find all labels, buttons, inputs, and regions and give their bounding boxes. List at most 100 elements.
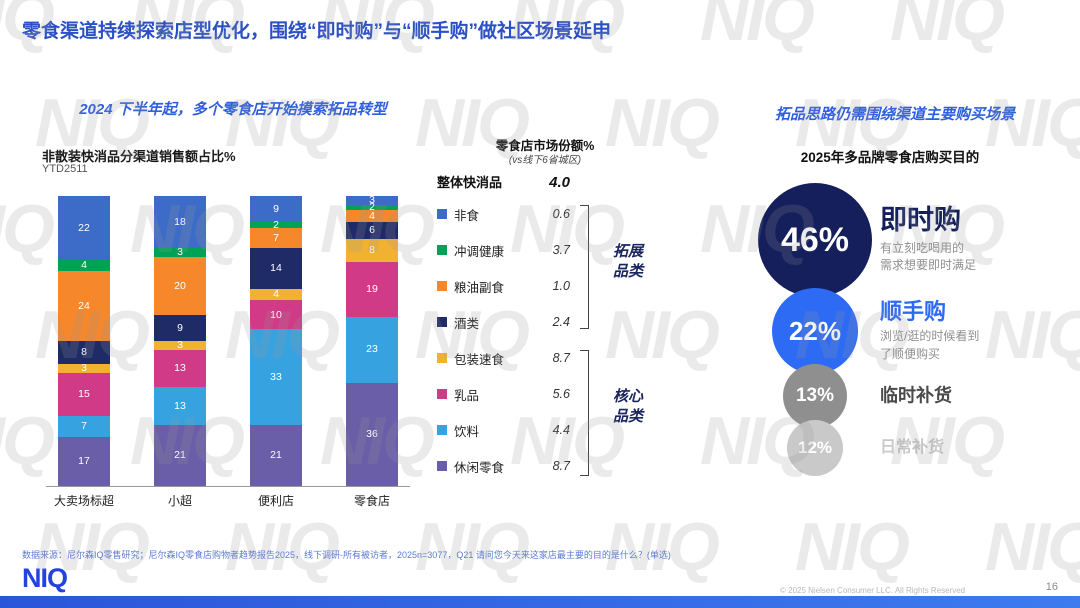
legend-swatch xyxy=(437,245,447,255)
bar-segment-value: 10 xyxy=(270,308,282,321)
bar-segment-value: 2 xyxy=(273,218,279,231)
legend-row: 包装速食 8.7 xyxy=(437,340,570,376)
purchase-bubble: 13% xyxy=(783,364,847,428)
legend-swatch xyxy=(437,353,447,363)
bar-segment-包装速食: 8 xyxy=(346,239,398,263)
bar-segment-value: 14 xyxy=(270,262,282,275)
legend-value: 1.0 xyxy=(552,279,570,293)
bar-segment-value: 2 xyxy=(369,201,375,214)
bar-segment-value: 8 xyxy=(81,346,87,359)
legend-row: 粮油副食 1.0 xyxy=(437,268,570,304)
bar-segment-冲调健康: 4 xyxy=(58,259,110,272)
bar-segment-value: 9 xyxy=(177,321,183,334)
bubble-description: 有立刻吃喝用的 需求想要即时满足 xyxy=(880,241,977,273)
bar-segment-休闲零食: 17 xyxy=(58,436,110,486)
legend-value: 0.6 xyxy=(552,207,570,221)
legend-swatch xyxy=(437,209,447,219)
bar-segment-value: 7 xyxy=(81,420,87,433)
axis-label-cell: 大卖场标超 xyxy=(54,492,114,508)
bar-segment-乳品: 19 xyxy=(346,262,398,317)
bar-segment-非食: 9 xyxy=(250,196,302,223)
bar-segment-酒类: 6 xyxy=(346,221,398,240)
bar-segment-value: 3 xyxy=(81,362,87,375)
stacked-bar-chart: 22 4 24 8 3 15 7 17 18 3 20 9 3 13 13 21 9 2 7 14 4 10 33 21 3 2 4… xyxy=(58,194,398,486)
bar-segment-value: 24 xyxy=(78,299,90,312)
bubble-description: 浏览/逛的时候看到 了顺便购买 xyxy=(880,329,980,361)
purchase-bubble: 46% xyxy=(758,183,872,297)
bubble-label: 临时补货 xyxy=(880,385,952,406)
bar-segment-休闲零食: 36 xyxy=(346,382,398,486)
bar-segment-value: 3 xyxy=(177,339,183,352)
legend-label: 冲调健康 xyxy=(454,244,505,259)
legend-row: 酒类 2.4 xyxy=(437,304,570,340)
axis-label-cell: 便利店 xyxy=(250,492,302,508)
legend-label: 乳品 xyxy=(454,388,480,403)
bubble-percent: 13% xyxy=(795,385,835,406)
legend-label: 酒类 xyxy=(454,316,480,331)
bar-segment-包装速食: 3 xyxy=(58,362,110,375)
legend-swatch xyxy=(437,389,447,399)
bar-segment-冲调健康: 3 xyxy=(154,247,206,257)
axis-label-cell: 零食店 xyxy=(346,492,398,508)
bar-segment-酒类: 9 xyxy=(154,314,206,341)
bar-segment-乳品: 10 xyxy=(250,300,302,330)
bar-segment-冲调健康: 2 xyxy=(250,218,302,231)
purchase-bubble-row: 13% 临时补货 xyxy=(700,364,1070,428)
legend-swatch xyxy=(437,317,447,327)
bar-segment-非食: 3 xyxy=(346,194,398,207)
footer-accent-bar xyxy=(0,596,1080,608)
bar-segment-value: 8 xyxy=(369,244,375,257)
bar-segment-value: 21 xyxy=(270,449,282,462)
legend-label: 包装速食 xyxy=(454,352,505,367)
purchase-bubble: 22% xyxy=(772,288,858,374)
bar-segment-value: 19 xyxy=(366,283,378,296)
core-group-label: 核心 品类 xyxy=(612,388,643,426)
bar-segment-粮油副食: 20 xyxy=(154,256,206,315)
legend-row: 休闲零食 8.7 xyxy=(437,448,570,484)
bar-segment-饮料: 7 xyxy=(58,416,110,437)
niq-logo: NIQ xyxy=(22,563,68,593)
bar-segment-value: 23 xyxy=(366,343,378,356)
expansion-bracket xyxy=(580,205,589,329)
chart-axis-line xyxy=(46,486,410,487)
legend-label: 饮料 xyxy=(454,424,480,439)
bar-segment-饮料: 23 xyxy=(346,316,398,383)
legend-row: 饮料 4.4 xyxy=(437,412,570,448)
bar-column: 9 2 7 14 4 10 33 21 xyxy=(250,196,302,486)
market-share-total-value: 4.0 xyxy=(549,174,570,191)
legend-label: 休闲零食 xyxy=(454,460,505,475)
core-bracket xyxy=(580,350,589,476)
bar-segment-value: 3 xyxy=(369,194,375,207)
legend-value: 8.7 xyxy=(552,459,570,473)
right-section-header: 拓品思路仍需围绕渠道主要购买场景 xyxy=(774,106,1015,123)
bubble-label: 即时购 xyxy=(880,205,961,236)
bar-segment-粮油副食: 4 xyxy=(346,210,398,222)
bar-segment-value: 20 xyxy=(174,279,186,292)
bar-segment-粮油副食: 7 xyxy=(250,227,302,249)
bar-segment-value: 4 xyxy=(273,288,279,301)
bar-segment-value: 15 xyxy=(78,388,90,401)
axis-label-cell: 小超 xyxy=(154,492,206,508)
bar-segment-value: 36 xyxy=(366,428,378,441)
market-share-subheader: (vs线下6省城区) xyxy=(508,155,582,166)
legend-row: 非食 0.6 xyxy=(437,196,570,232)
legend-swatch xyxy=(437,461,447,471)
bar-segment-value: 18 xyxy=(174,215,186,228)
bar-segment-非食: 18 xyxy=(154,196,206,249)
legend-row: 冲调健康 3.7 xyxy=(437,232,570,268)
bar-segment-休闲零食: 21 xyxy=(250,425,302,486)
bubble-text-block: 即时购有立刻吃喝用的 需求想要即时满足 xyxy=(880,205,1070,275)
data-source-note: 数据来源：尼尔森IQ零售研究；尼尔森IQ零食店购物者趋势报告2025，线下调研-… xyxy=(22,550,671,560)
bar-segment-包装速食: 4 xyxy=(250,288,302,301)
bar-segment-乳品: 15 xyxy=(58,372,110,417)
purchase-bubble-row: 22% 顺手购 浏览/逛的时候看到 了顺便购买 xyxy=(700,288,1070,374)
chart-subtitle: YTD2511 xyxy=(42,163,88,175)
right-section-subtitle: 2025年多品牌零食店购买目的 xyxy=(800,150,980,165)
market-share-total-row: 整体快消品 4.0 xyxy=(437,172,570,191)
legend-label: 非食 xyxy=(454,208,480,223)
bar-segment-value: 6 xyxy=(369,224,375,237)
legend-value: 2.4 xyxy=(552,315,570,329)
bar-segment-value: 13 xyxy=(174,399,186,412)
bar-segment-value: 9 xyxy=(273,202,279,215)
bubble-text-block: 临时补货 xyxy=(880,386,1070,407)
